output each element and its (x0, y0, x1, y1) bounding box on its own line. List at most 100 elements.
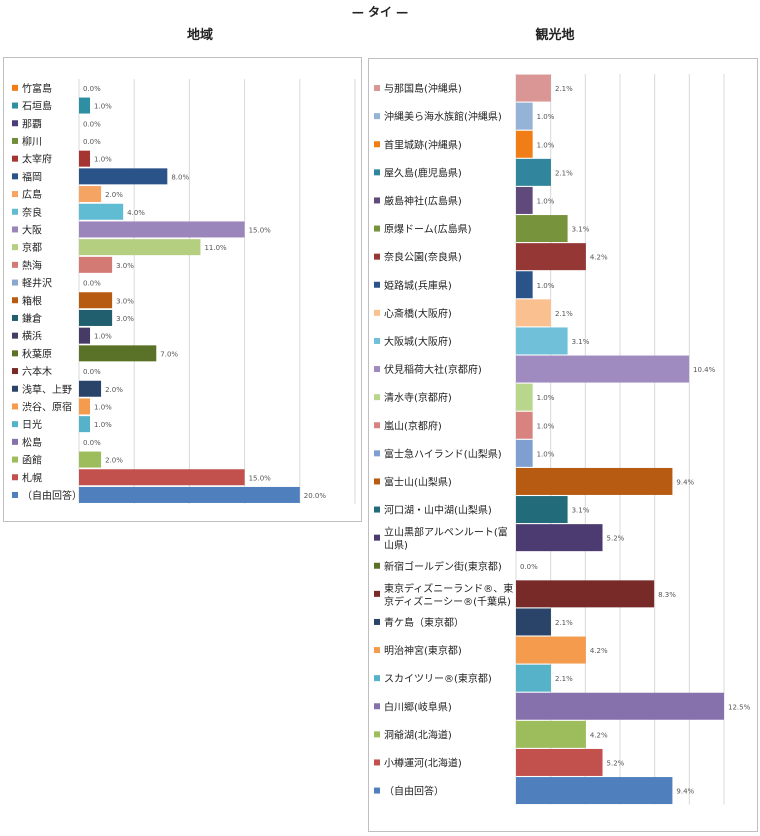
bar (79, 150, 91, 167)
legend-label: スカイツリー®(東京都) (384, 672, 492, 685)
data-label: 0.0% (83, 120, 101, 128)
legend-swatch (374, 534, 380, 541)
legend-label: 与那国島(沖縄県) (384, 82, 462, 95)
bar (516, 215, 568, 243)
legend-label: （自由回答） (22, 489, 82, 502)
legend-swatch (374, 703, 380, 710)
legend-label: 屋久島(鹿児島県) (384, 166, 462, 179)
bar (516, 243, 586, 271)
data-label: 15.0% (249, 474, 272, 482)
data-label: 4.2% (590, 731, 608, 739)
bar (79, 168, 168, 185)
legend-swatch (12, 438, 18, 445)
legend-swatch (12, 368, 18, 375)
data-label: 2.1% (555, 169, 573, 177)
legend-swatch (12, 297, 18, 304)
legend-swatch (374, 85, 380, 92)
bar (516, 411, 533, 439)
bar (79, 345, 157, 362)
legend-label: 首里城跡(沖縄県) (384, 138, 462, 151)
legend-swatch (12, 474, 18, 481)
page-title: — タイ — (351, 5, 409, 19)
legend-label: 札幌 (22, 471, 42, 484)
legend-label: 大阪城(大阪府) (384, 335, 452, 348)
legend-label: 伏見稲荷大社(京都府) (384, 363, 482, 376)
legend-swatch (374, 450, 380, 457)
data-label: 4.2% (590, 647, 608, 655)
bar (516, 692, 724, 720)
legend-label: 河口湖・山中湖(山梨県) (384, 504, 492, 517)
bar (516, 720, 586, 748)
bar (516, 271, 533, 299)
legend-label: 立山黒部アルペンルート(富 (384, 526, 508, 539)
data-label: 3.1% (572, 507, 590, 515)
bar (516, 608, 551, 636)
bar (516, 327, 568, 355)
legend-label: 青ケ島（東京都） (384, 616, 464, 629)
legend-label: 山県) (384, 540, 408, 552)
data-label: 5.2% (607, 759, 625, 767)
data-label: 1.0% (94, 156, 112, 164)
legend-label: 奈良公園(奈良県) (384, 251, 462, 264)
bar (79, 97, 91, 114)
legend-label: 函館 (22, 454, 42, 467)
data-label: 2.0% (105, 386, 123, 394)
legend-label: 広島 (22, 188, 42, 201)
data-label: 10.4% (693, 366, 716, 374)
legend-label: 秋葉原 (22, 347, 52, 360)
bar (79, 327, 91, 344)
legend-swatch (374, 281, 380, 288)
bar (79, 380, 102, 397)
data-label: 11.0% (204, 244, 227, 252)
data-label: 8.3% (658, 591, 676, 599)
data-label: 2.1% (555, 85, 573, 93)
data-label: 2.1% (555, 675, 573, 683)
legend-label: 明治神宮(東京都) (384, 644, 462, 657)
legend-label: 軽井沢 (22, 277, 52, 290)
data-label: 1.0% (537, 450, 555, 458)
legend-label: 京ディズニーシー®(千葉県) (384, 595, 511, 608)
data-label: 1.0% (537, 394, 555, 402)
data-label: 20.0% (304, 492, 327, 500)
legend-swatch (374, 169, 380, 176)
bar (516, 777, 673, 805)
legend-swatch (12, 491, 18, 498)
legend-label: 松島 (22, 436, 42, 449)
data-label: 1.0% (537, 422, 555, 430)
legend-swatch (12, 421, 18, 428)
legend-swatch (374, 759, 380, 766)
legend-label: 箱根 (22, 294, 42, 307)
legend-label: 柳川 (22, 135, 42, 148)
region-bar-chart: 竹富島 0.0% 石垣島 1.0% 那覇 0.0% 柳川 0.0% 太宰府 1.0% 福岡 8.0% 広… (12, 79, 356, 504)
bar (516, 664, 551, 692)
data-label: 1.0% (94, 103, 112, 111)
data-label: 9.4% (676, 478, 694, 486)
legend-label: 京都 (22, 241, 42, 254)
legend-swatch (12, 403, 18, 410)
legend-swatch (12, 279, 18, 286)
bar (79, 486, 300, 503)
data-label: 1.0% (537, 282, 555, 290)
legend-swatch (374, 506, 380, 513)
data-label: 5.2% (607, 535, 625, 543)
data-label: 1.0% (537, 141, 555, 149)
legend-label: 日光 (22, 418, 42, 431)
region-chart-panel: 竹富島 0.0% 石垣島 1.0% 那覇 0.0% 柳川 0.0% 太宰府 1.0% 福岡 8.0% 広… (3, 57, 362, 522)
bar (516, 74, 551, 102)
bar (79, 416, 91, 433)
legend-label: 白川郷(岐阜県) (384, 700, 452, 713)
legend-label: 清水寺(京都府) (384, 391, 452, 404)
data-label: 2.0% (105, 457, 123, 465)
bar (79, 292, 113, 309)
bar (79, 239, 201, 256)
legend-label: 太宰府 (22, 153, 52, 166)
legend-swatch (374, 113, 380, 120)
data-label: 4.0% (127, 209, 145, 217)
legend-label: 石垣島 (22, 100, 52, 113)
legend-label: 那覇 (22, 118, 42, 130)
bar (516, 299, 551, 327)
bar (516, 186, 533, 214)
legend-swatch (12, 456, 18, 463)
data-label: 3.0% (116, 315, 134, 323)
bar (516, 355, 690, 383)
